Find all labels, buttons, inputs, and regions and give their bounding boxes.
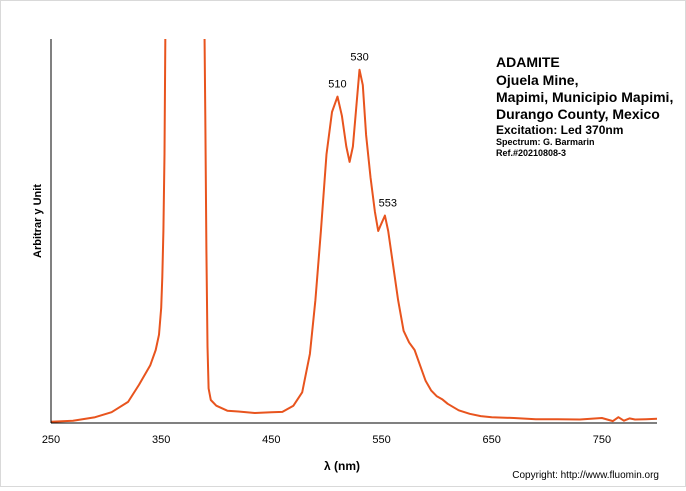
excitation-label: Excitation: Led 370nm: [496, 123, 623, 137]
spectrum-credit: Spectrum: G. Barmarin: [496, 137, 595, 147]
plot-area: [51, 39, 657, 423]
x-tick-labels: 250 350 450 550 650 750: [42, 434, 611, 446]
x-tick-label: 750: [593, 434, 611, 446]
y-axis-label: Arbitrar y Unit: [32, 184, 44, 258]
reference-id: Ref.#20210808-3: [496, 148, 566, 158]
spectrum-line-0: [51, 39, 657, 423]
title-line-1: ADAMITE: [496, 54, 560, 70]
x-axis-label: λ (nm): [324, 459, 360, 473]
x-tick-label: 350: [152, 434, 170, 446]
copyright-text: Copyright: http://www.fluomin.org: [512, 470, 659, 481]
title-block: ADAMITE Ojuela Mine, Mapimi, Municipio M…: [496, 54, 673, 158]
peak-label: 510: [328, 79, 346, 91]
title-line-3: Mapimi, Municipio Mapimi,: [496, 89, 673, 105]
peak-labels: 510 530 553: [328, 52, 397, 210]
x-tick-label: 250: [42, 434, 60, 446]
x-tick-label: 550: [372, 434, 390, 446]
peak-label: 553: [379, 198, 397, 210]
x-tick-label: 650: [483, 434, 501, 446]
peak-label: 530: [350, 52, 368, 64]
title-line-4: Durango County, Mexico: [496, 106, 660, 122]
x-tick-label: 450: [262, 434, 280, 446]
title-line-2: Ojuela Mine,: [496, 72, 578, 88]
